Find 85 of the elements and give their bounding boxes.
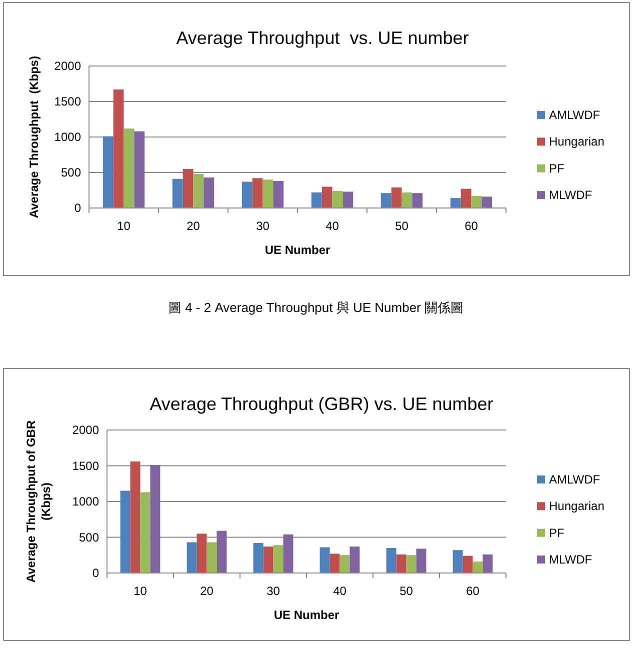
bar <box>386 548 396 573</box>
bar <box>320 547 330 573</box>
y-tick-label: 2000 <box>72 423 100 437</box>
x-tick-label: 60 <box>464 219 478 233</box>
y-tick-label: 500 <box>60 166 82 180</box>
bar <box>460 188 472 208</box>
legend-label: Hungarian <box>549 499 604 514</box>
legend-label: PF <box>549 526 564 540</box>
bar <box>216 530 227 573</box>
x-tick-label: 50 <box>400 584 414 598</box>
chart-title: Average Throughput vs. UE number <box>176 28 469 48</box>
bar <box>332 190 343 208</box>
bar <box>412 193 423 208</box>
bar <box>120 490 130 573</box>
bar <box>102 136 114 208</box>
bar <box>391 187 402 208</box>
x-axis-title: UE Number <box>264 243 330 257</box>
bar <box>380 193 392 208</box>
bar <box>340 555 350 573</box>
bar <box>471 196 482 208</box>
chart-title: Average Throughput (GBR) vs. UE number <box>150 394 494 414</box>
bar <box>263 546 274 573</box>
legend-label: AMLWDF <box>549 108 600 122</box>
bar <box>283 534 294 573</box>
bar <box>130 461 140 573</box>
y-axis-title: Average Throughput (Kbps) <box>27 56 41 218</box>
x-tick-label: 10 <box>134 584 148 598</box>
caption: 圖 4 - 2 Average Throughput 與 UE Number 關係圖 <box>168 300 464 315</box>
x-tick-label: 40 <box>333 584 347 598</box>
y-tick-label: 1000 <box>54 130 82 144</box>
bar <box>311 192 322 208</box>
bar <box>182 168 194 208</box>
legend-label: Hungarian <box>549 134 604 149</box>
bar <box>242 182 252 208</box>
bar <box>186 542 197 573</box>
x-tick-label: 30 <box>266 584 280 598</box>
y-tick-label: 500 <box>78 530 100 544</box>
x-tick-label: 50 <box>395 219 409 233</box>
y-axis-title: Average Throughput of GBR (Kbps) <box>24 420 53 583</box>
y-tick-label: 2000 <box>54 59 82 73</box>
bar <box>350 546 360 573</box>
x-tick-label: 30 <box>256 219 270 233</box>
bar <box>482 196 492 208</box>
bar <box>450 198 461 208</box>
bar <box>462 556 473 573</box>
bar <box>452 550 463 573</box>
bar <box>193 174 204 208</box>
bar <box>206 542 217 573</box>
x-tick-label: 20 <box>200 584 214 598</box>
y-tick-label: 1000 <box>72 494 100 508</box>
bar <box>253 542 264 573</box>
legend-label: MLWDF <box>549 552 592 567</box>
bar <box>273 181 284 208</box>
bar <box>330 554 340 573</box>
bar <box>172 178 183 208</box>
y-tick-label: 0 <box>92 566 100 580</box>
bar <box>482 554 493 573</box>
bar <box>273 545 284 573</box>
bar <box>342 192 354 208</box>
bar <box>134 131 145 208</box>
bar <box>252 178 263 208</box>
x-tick-label: 10 <box>117 219 131 233</box>
bar <box>396 554 406 573</box>
bar <box>416 548 426 573</box>
x-tick-label: 40 <box>326 219 340 233</box>
bar <box>204 177 214 208</box>
legend-label: PF <box>549 161 564 176</box>
bar <box>262 180 274 208</box>
y-tick-label: 0 <box>74 201 82 215</box>
bar <box>472 562 483 573</box>
bar <box>322 186 332 208</box>
bar <box>402 192 412 208</box>
bar <box>113 89 124 208</box>
y-tick-label: 1500 <box>72 458 100 473</box>
legend-label: AMLWDF <box>549 472 600 486</box>
y-tick-label: 1500 <box>54 94 82 108</box>
bar <box>150 465 160 573</box>
x-tick-label: 20 <box>186 219 200 233</box>
x-tick-label: 60 <box>466 584 480 598</box>
legend-label: MLWDF <box>549 188 592 202</box>
bar <box>406 555 416 573</box>
bar <box>140 492 150 573</box>
bar <box>124 128 134 208</box>
bar <box>196 534 207 573</box>
x-axis-title: UE Number <box>274 608 340 622</box>
